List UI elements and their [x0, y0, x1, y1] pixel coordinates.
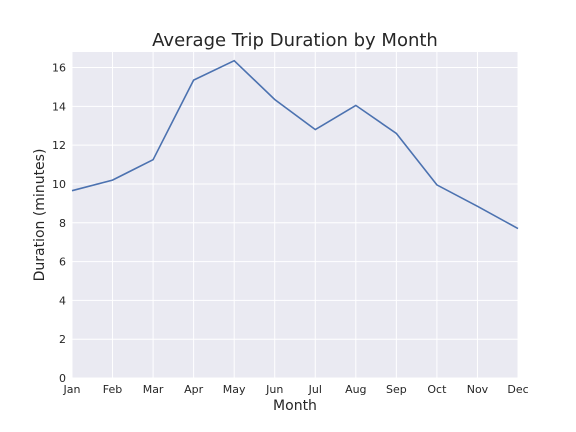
- x-tick-label: May: [223, 383, 246, 396]
- y-tick-label: 6: [59, 256, 66, 269]
- grid-lines: [71, 52, 519, 379]
- plot-area: [72, 52, 518, 378]
- y-tick-labels: 0 2 4 6 8 10 12 14 16: [52, 62, 66, 385]
- x-tick-label: Feb: [103, 383, 122, 396]
- chart-title: Average Trip Duration by Month: [152, 30, 438, 51]
- x-tick-label: Jul: [308, 383, 322, 396]
- x-axis-label: Month: [273, 398, 317, 414]
- x-tick-label: Mar: [143, 383, 164, 396]
- x-tick-label: Nov: [467, 383, 489, 396]
- y-tick-label: 16: [52, 62, 66, 75]
- x-tick-label: Apr: [184, 383, 204, 396]
- y-tick-label: 4: [59, 294, 66, 307]
- y-tick-label: 12: [52, 139, 66, 152]
- x-tick-label: Aug: [345, 383, 366, 396]
- y-tick-label: 14: [52, 100, 66, 113]
- series-line-average-trip-duration: [71, 59, 519, 230]
- x-tick-label: Jun: [265, 383, 283, 396]
- y-axis-label: Duration (minutes): [32, 149, 48, 282]
- x-tick-label: Sep: [386, 383, 407, 396]
- y-tick-label: 10: [52, 178, 66, 191]
- x-tick-label: Dec: [507, 383, 528, 396]
- x-tick-label: Oct: [427, 383, 447, 396]
- x-tick-label: Jan: [63, 383, 81, 396]
- y-tick-label: 2: [59, 333, 66, 346]
- x-tick-labels: Jan Feb Mar Apr May Jun Jul Aug Sep Oct Nov Dec: [63, 383, 529, 396]
- y-tick-label: 8: [59, 217, 66, 230]
- y-tick-label: 0: [59, 372, 66, 385]
